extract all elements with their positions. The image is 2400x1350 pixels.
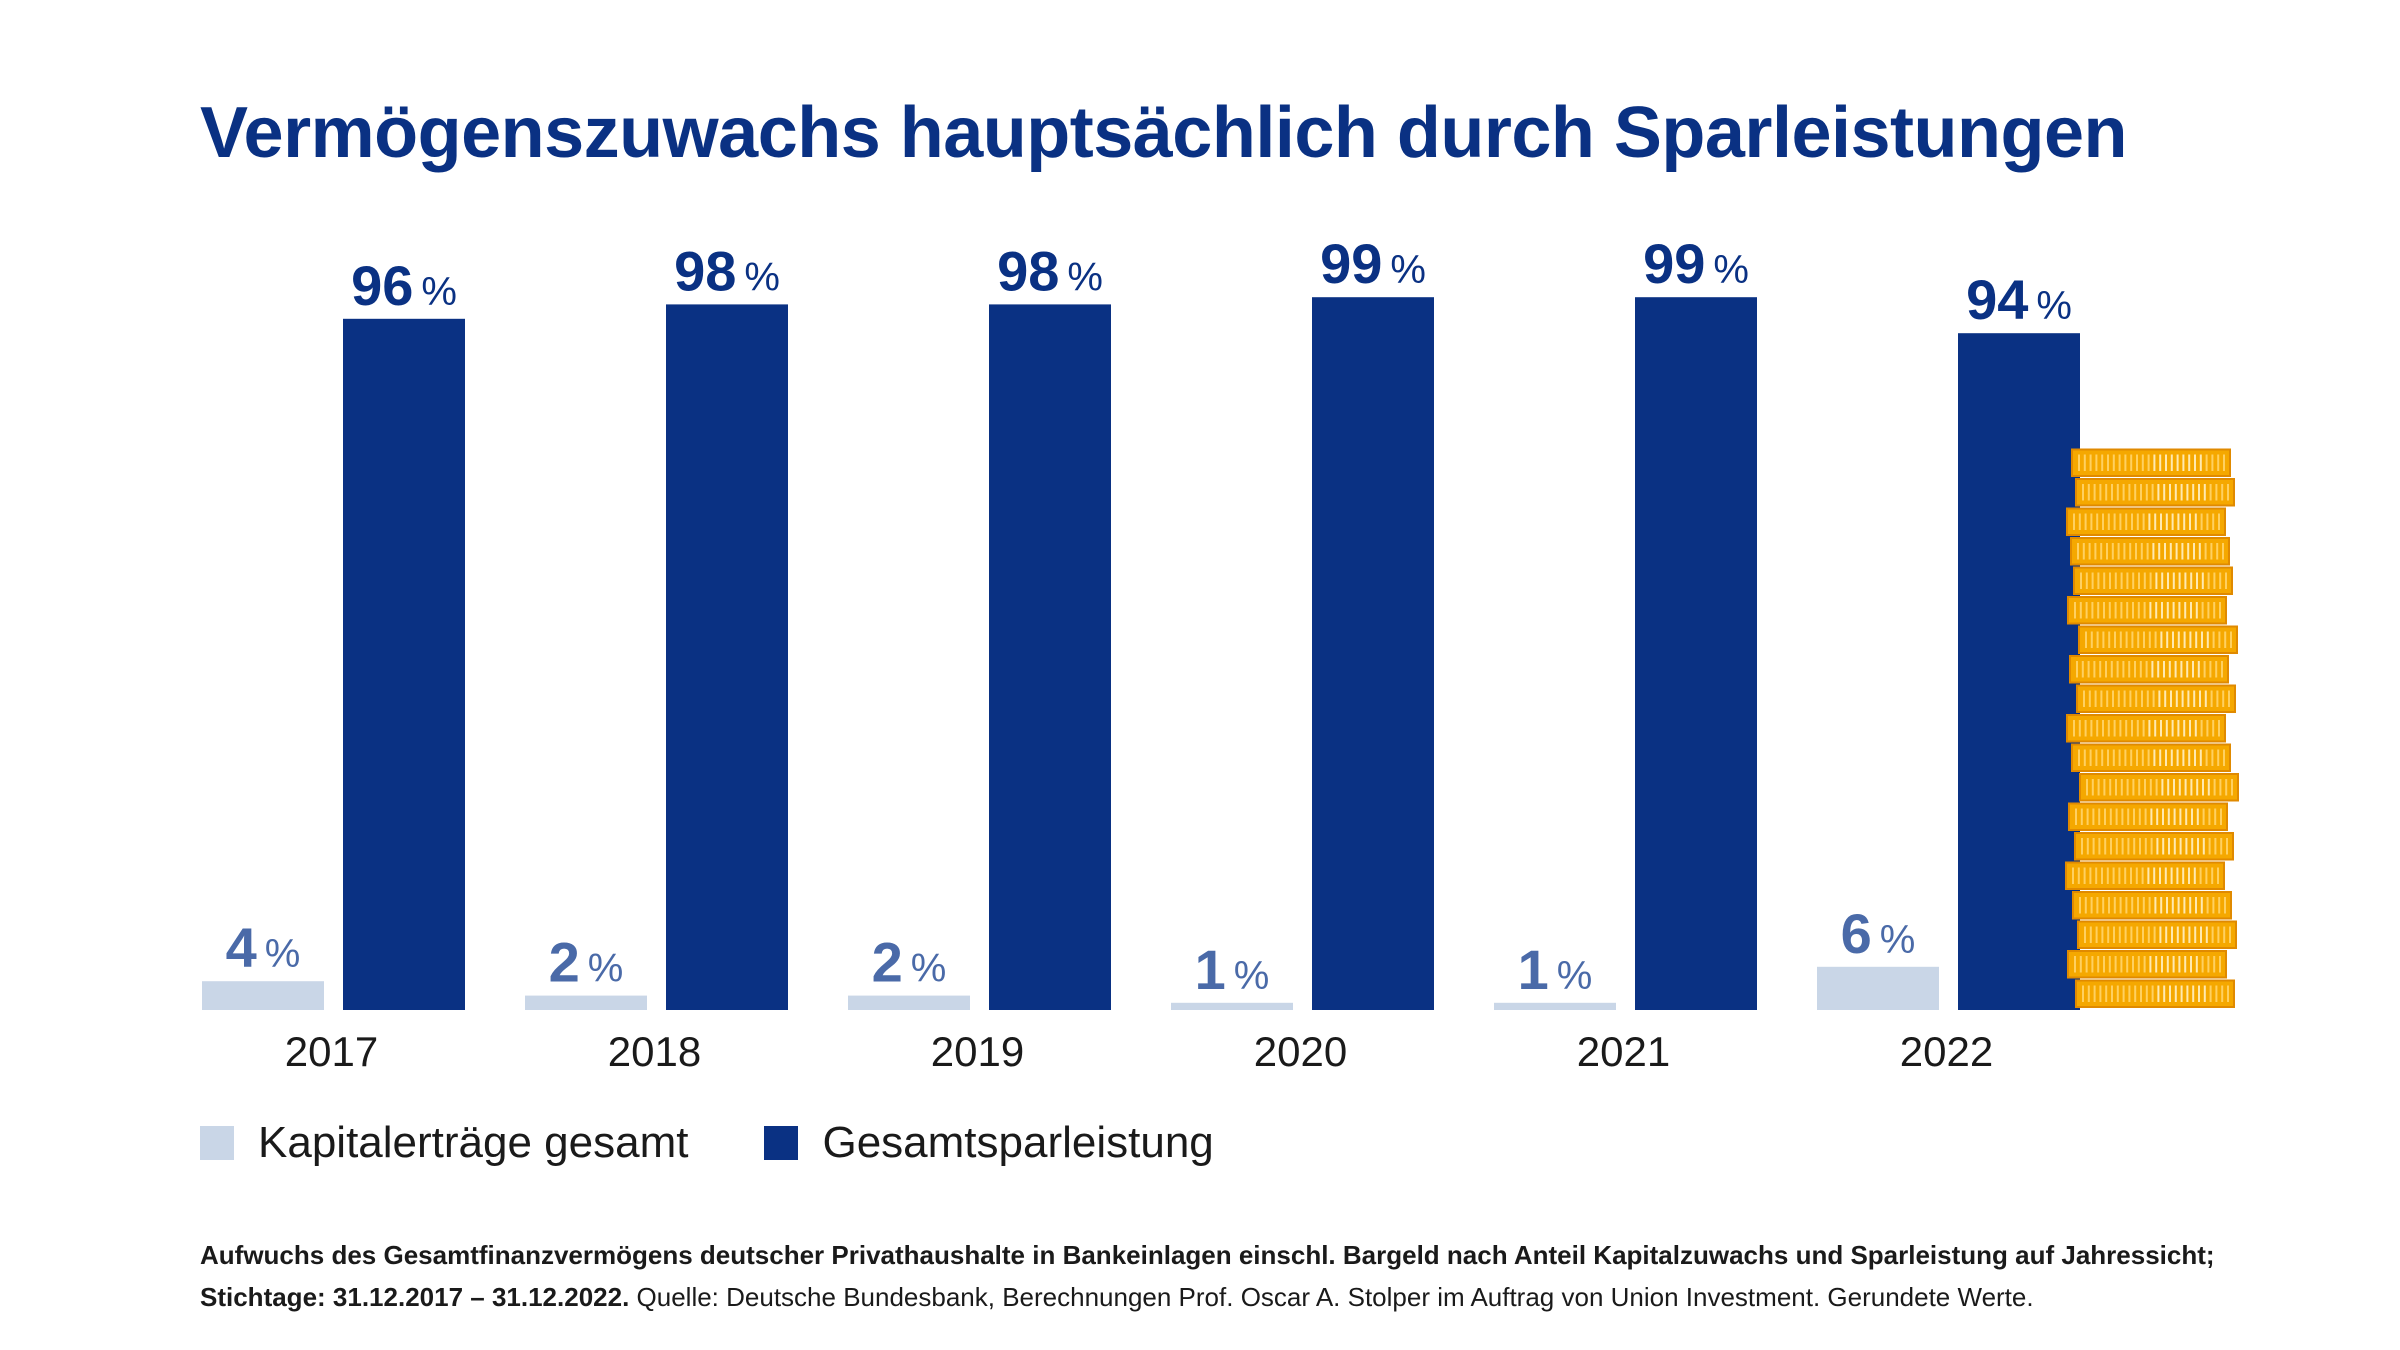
data-label-gesamtsparleistung-2018: 98% xyxy=(674,239,780,302)
x-tick-label-2021: 2021 xyxy=(1577,1028,1670,1075)
data-label-gesamtsparleistung-2022: 94% xyxy=(1966,268,2072,331)
coin-stack-icon xyxy=(2065,448,2239,1008)
legend-item-kapitalertraege: Kapitalerträge gesamt xyxy=(200,1118,688,1168)
footnote-source: Quelle: Deutsche Bundesbank, Berechnunge… xyxy=(629,1282,2034,1312)
bar-chart: 4 % 96 % 2017 2 % 98 % 2018 2 % 98 % 2019 1 % 99 % 2020 1 % 99… xyxy=(202,232,2239,1075)
bar-gesamtsparleistung-2021 xyxy=(1635,297,1757,1010)
data-label-kapitalertraege-2022: 6% xyxy=(1841,902,1916,965)
data-label-kapitalertraege-2020: 1% xyxy=(1195,938,1270,1001)
bar-kapitalertraege-2017 xyxy=(202,981,324,1010)
chart-title: Vermögenszuwachs hauptsächlich durch Spa… xyxy=(200,93,2127,173)
bar-kapitalertraege-2022 xyxy=(1817,966,1939,1010)
x-tick-label-2020: 2020 xyxy=(1254,1028,1347,1075)
data-label-gesamtsparleistung-2017: 96% xyxy=(351,254,457,317)
data-label-kapitalertraege-2021: 1% xyxy=(1518,938,1593,1001)
footnote: Aufwuchs des Gesamtfinanzvermögens deuts… xyxy=(200,1234,2320,1318)
bar-gesamtsparleistung-2020 xyxy=(1312,297,1434,1010)
bar-gesamtsparleistung-2022 xyxy=(1958,333,2080,1010)
x-tick-label-2017: 2017 xyxy=(285,1028,378,1075)
footnote-bold: Aufwuchs des Gesamtfinanzvermögens deuts… xyxy=(200,1240,2215,1312)
bar-gesamtsparleistung-2018 xyxy=(666,304,788,1010)
legend-item-gesamtsparleistung: Gesamtsparleistung xyxy=(764,1118,1214,1168)
x-tick-label-2018: 2018 xyxy=(608,1028,701,1075)
bar-kapitalertraege-2021 xyxy=(1494,1002,1616,1010)
data-label-gesamtsparleistung-2020: 99% xyxy=(1320,232,1426,295)
legend: Kapitalerträge gesamt Gesamtsparleistung xyxy=(200,1118,1290,1168)
data-label-kapitalertraege-2017: 4% xyxy=(226,916,301,979)
data-label-kapitalertraege-2018: 2% xyxy=(549,931,624,994)
bar-kapitalertraege-2018 xyxy=(525,995,647,1010)
legend-swatch-kapitalertraege xyxy=(200,1126,234,1160)
bar-kapitalertraege-2020 xyxy=(1171,1002,1293,1010)
legend-swatch-gesamtsparleistung xyxy=(764,1126,799,1160)
bar-gesamtsparleistung-2017 xyxy=(343,318,465,1010)
x-tick-label-2019: 2019 xyxy=(931,1028,1024,1075)
data-label-gesamtsparleistung-2021: 99% xyxy=(1643,232,1749,295)
data-label-kapitalertraege-2019: 2% xyxy=(872,931,947,994)
legend-label-kapitalertraege: Kapitalerträge gesamt xyxy=(258,1118,689,1167)
legend-label-gesamtsparleistung: Gesamtsparleistung xyxy=(822,1118,1214,1167)
bar-kapitalertraege-2019 xyxy=(848,995,970,1010)
x-tick-label-2022: 2022 xyxy=(1900,1028,1993,1075)
data-label-gesamtsparleistung-2019: 98% xyxy=(997,239,1103,302)
bar-gesamtsparleistung-2019 xyxy=(989,304,1111,1010)
